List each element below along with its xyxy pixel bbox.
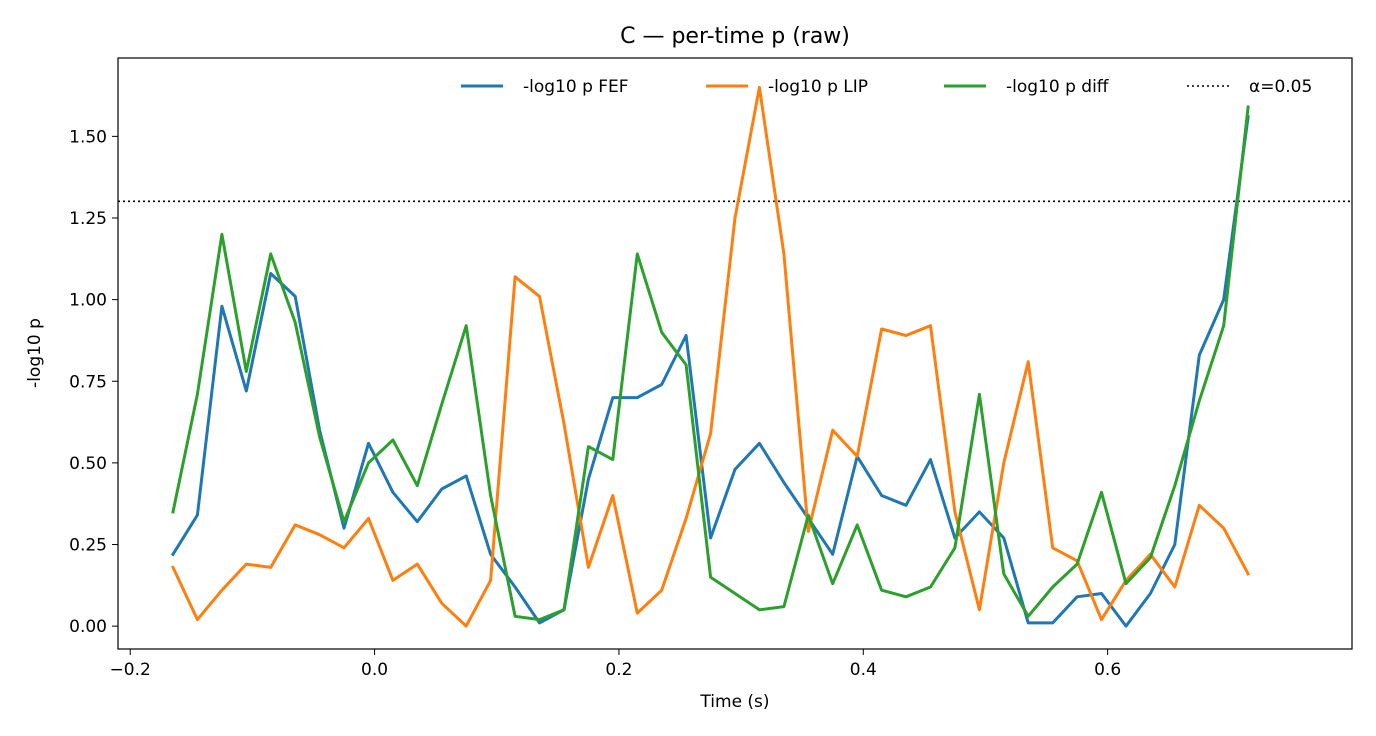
series-line-log10-p-lip (171, 85, 1251, 628)
plot-area (118, 85, 1352, 628)
series-line-log10-p-diff (171, 105, 1250, 622)
x-tick-label: 0.2 (605, 660, 632, 680)
legend-label: α=0.05 (1249, 77, 1312, 97)
y-tick-label: 1.00 (69, 291, 107, 311)
legend-label: -log10 p FEF (523, 77, 629, 97)
x-tick-label: 0.0 (361, 660, 388, 680)
y-tick-label: 0.25 (69, 536, 107, 556)
y-tick-label: 0.00 (69, 617, 107, 637)
legend-label: -log10 p diff (1006, 77, 1110, 97)
legend-label: -log10 p LIP (768, 77, 868, 97)
y-axis: 0.00 0.25 0.50 0.75 1.00 1.25 1.50 (69, 127, 118, 637)
y-tick-label: 0.50 (69, 454, 107, 474)
y-tick-label: 1.50 (69, 127, 107, 147)
x-axis: −0.2 0.0 0.2 0.4 0.6 (110, 649, 1121, 680)
y-tick-label: 0.75 (69, 372, 107, 392)
plot-frame (117, 57, 1353, 650)
x-tick-label: 0.4 (850, 660, 877, 680)
y-axis-label: -log10 p (25, 318, 45, 388)
series-group (118, 85, 1352, 628)
y-tick-label: 1.25 (69, 209, 107, 229)
legend: -log10 p FEF -log10 p LIP -log10 p diff α=0… (461, 77, 1312, 97)
x-tick-label: 0.6 (1094, 660, 1121, 680)
chart-title: C — per-time p (raw) (620, 24, 850, 49)
x-axis-label: Time (s) (699, 692, 769, 712)
x-tick-label: −0.2 (110, 660, 151, 680)
